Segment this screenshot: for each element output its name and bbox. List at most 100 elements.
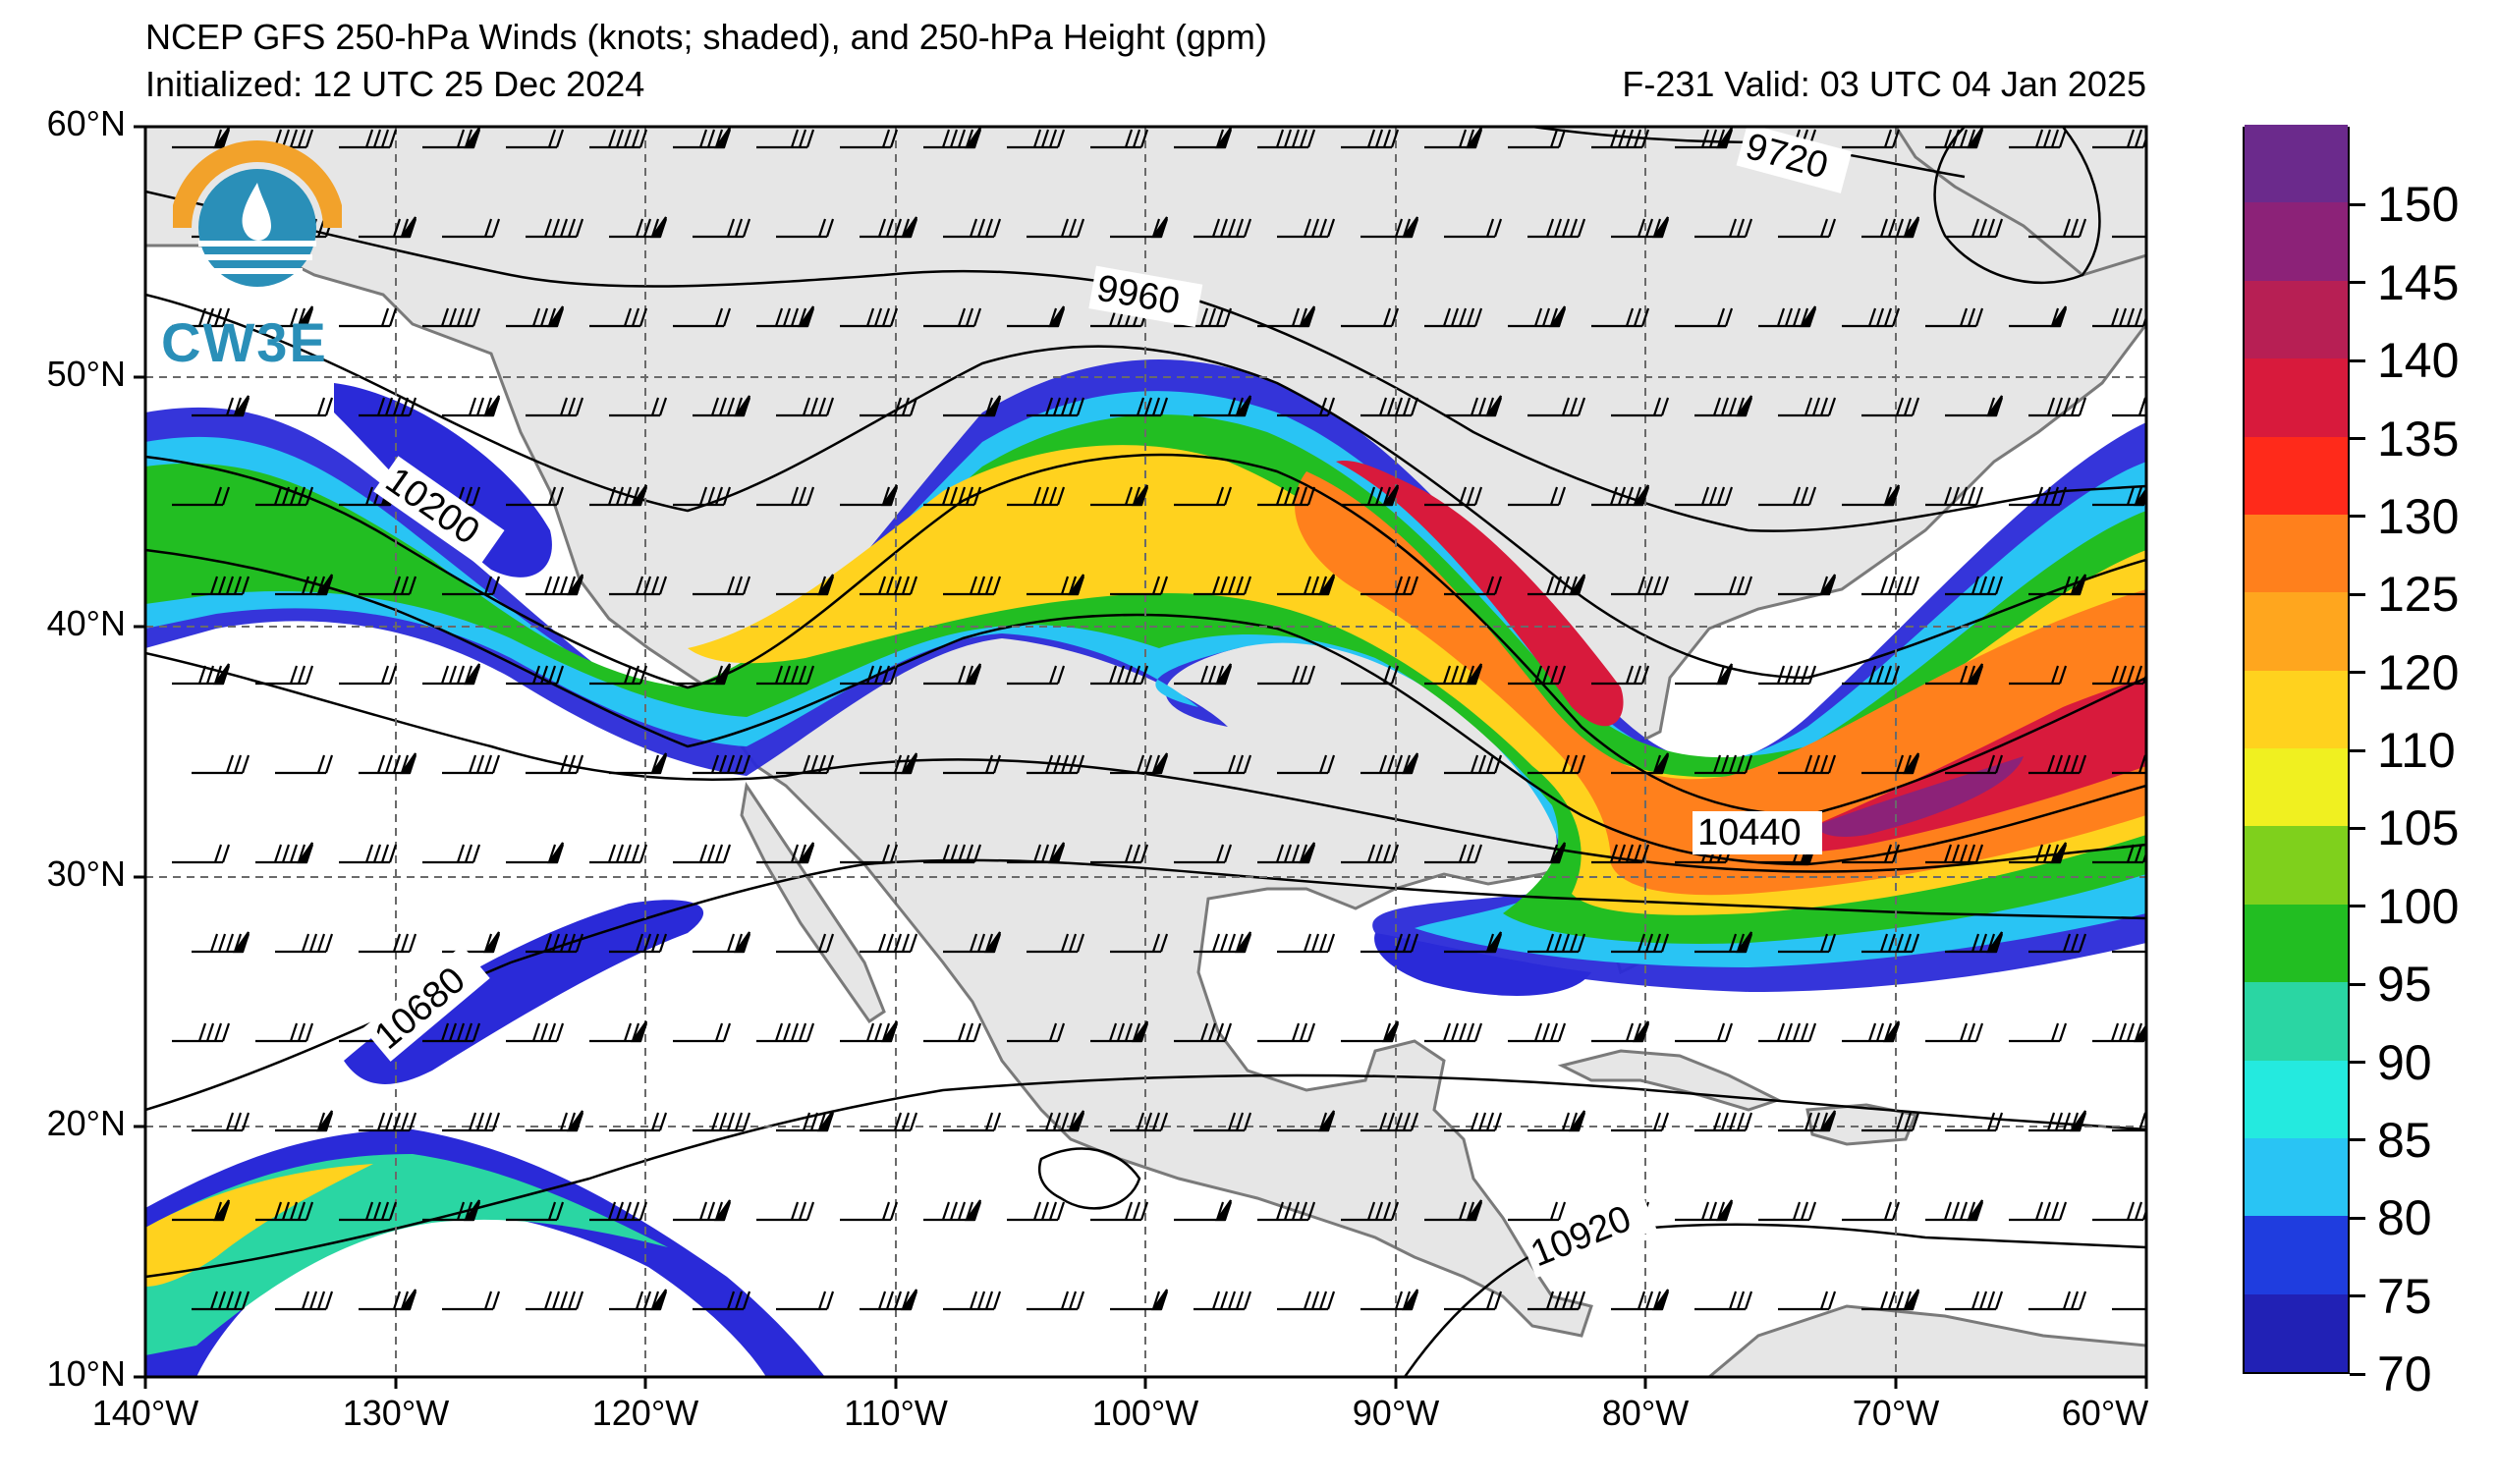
wind-barb — [860, 397, 918, 417]
wind-barb — [506, 665, 565, 686]
wind-barb — [526, 397, 584, 417]
wind-barb — [1277, 1291, 1336, 1311]
logo-text: CW3E — [161, 311, 328, 373]
jet-band-145 — [1817, 756, 2024, 837]
wind-barb — [1527, 754, 1586, 775]
wind-barb — [1508, 842, 1567, 864]
wind-barb — [2009, 486, 2068, 507]
colorbar-tick — [2350, 982, 2365, 986]
wind-barb — [1257, 305, 1316, 328]
wind-barb — [609, 1289, 668, 1311]
wind-barb — [756, 665, 815, 686]
wind-barb — [1527, 218, 1586, 239]
colorbar-label: 75 — [2377, 1268, 2432, 1324]
wind-barb — [442, 931, 501, 954]
colorbar-tick — [2350, 1138, 2365, 1142]
wind-barb — [923, 307, 982, 328]
lon-label: 90°W — [1352, 1393, 1440, 1433]
wind-barb — [860, 216, 918, 239]
wind-barb — [1842, 307, 1901, 328]
wind-barb — [506, 486, 565, 507]
wind-barb — [1945, 931, 2004, 954]
wind-barb — [2092, 844, 2146, 864]
wind-barb — [2028, 1110, 2087, 1132]
wind-barb — [1861, 1112, 1920, 1132]
wind-barb — [2092, 129, 2146, 149]
colorbar-label: 85 — [2377, 1112, 2432, 1168]
wind-barb — [609, 397, 668, 417]
wind-barb — [1090, 129, 1149, 149]
wind-barb — [2112, 397, 2146, 417]
wind-barb — [506, 1201, 565, 1222]
wind-barb — [359, 1112, 417, 1132]
wind-barb — [1193, 931, 1252, 954]
wind-barb — [442, 1112, 501, 1132]
wind-barb — [442, 218, 501, 239]
wind-barb — [2028, 754, 2087, 775]
wind-barb — [1424, 844, 1483, 864]
wind-barb — [526, 574, 584, 596]
wind-barb — [1861, 1289, 1920, 1311]
wind-barb — [1758, 1022, 1817, 1043]
lon-label: 110°W — [844, 1393, 948, 1433]
wind-barb — [1758, 486, 1817, 507]
wind-barb — [1925, 663, 1984, 686]
wind-barb — [1110, 1289, 1169, 1311]
jet-band-135 — [1336, 461, 2146, 852]
wind-barb — [609, 1112, 668, 1132]
wind-barb — [1778, 1291, 1837, 1311]
wind-barb — [776, 754, 835, 775]
wind-barb — [1277, 754, 1336, 775]
wind-barb — [1945, 1291, 2004, 1311]
wind-barb — [1007, 1201, 1066, 1222]
colorbar-segment — [2245, 124, 2348, 203]
wind-barb — [2028, 1291, 2087, 1311]
colorbar-tick — [2350, 437, 2365, 440]
wind-barb — [943, 754, 1002, 775]
wind-barb — [2092, 486, 2146, 507]
wind-barb — [756, 305, 815, 328]
colorbar-tick — [2350, 905, 2365, 908]
wind-barb — [2009, 305, 2068, 328]
wind-barb — [1861, 752, 1920, 775]
wind-barb — [1174, 307, 1233, 328]
wind-barb — [1424, 1022, 1483, 1043]
wind-barb — [1174, 663, 1233, 686]
wind-barb — [172, 844, 231, 864]
wind-barb — [776, 1110, 835, 1132]
colorbar-segment — [2245, 591, 2348, 671]
colorbar-tick — [2350, 1294, 2365, 1298]
wind-barb — [1027, 574, 1085, 596]
wind-barb — [339, 129, 398, 149]
wind-barb — [756, 1022, 815, 1043]
wind-barb — [860, 933, 918, 954]
colorbar-tick — [2350, 202, 2365, 206]
wind-barb — [1925, 127, 1984, 149]
wind-barb — [1925, 1199, 1984, 1222]
wind-barb — [442, 395, 501, 417]
colorbar-label: 80 — [2377, 1190, 2432, 1246]
wind-barb — [1675, 127, 1734, 149]
wind-barb — [1778, 574, 1837, 596]
wind-barb — [1444, 754, 1503, 775]
colorbar-label: 140 — [2377, 333, 2460, 389]
wind-barb — [943, 218, 1002, 239]
wind-barb — [1675, 663, 1734, 686]
wind-barb — [2009, 1201, 2068, 1222]
colorbar-segment — [2245, 825, 2348, 905]
wind-barb — [673, 486, 732, 507]
wind-barb — [1341, 129, 1400, 149]
wind-barb — [255, 486, 314, 507]
wind-barb — [2112, 1307, 2146, 1311]
wind-barb — [1842, 1020, 1901, 1043]
wind-barb — [1945, 218, 2004, 239]
wind-barb — [1675, 1022, 1734, 1043]
wind-barb — [1007, 129, 1066, 149]
wind-barb — [1694, 576, 1753, 596]
wind-barb — [1527, 1110, 1586, 1132]
wind-barb — [1090, 1020, 1149, 1043]
wind-barb — [1758, 305, 1817, 328]
wind-barb — [1424, 307, 1483, 328]
wind-barb — [840, 1201, 899, 1222]
wind-barb — [1675, 1199, 1734, 1222]
